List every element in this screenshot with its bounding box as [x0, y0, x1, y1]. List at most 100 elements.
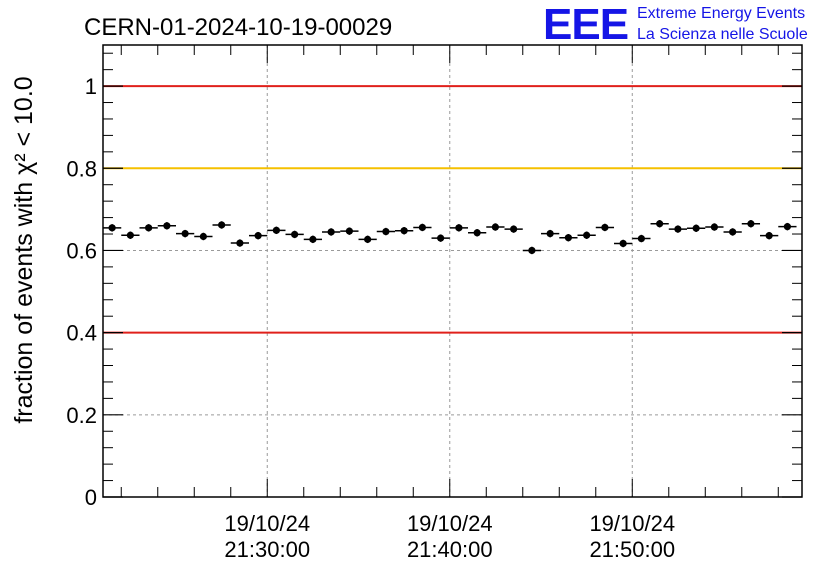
x-tick-label-time: 21:50:00	[589, 537, 675, 562]
point-marker	[510, 225, 518, 233]
data-point	[577, 231, 596, 239]
point-marker	[236, 239, 244, 247]
data-point	[595, 223, 615, 232]
point-marker	[327, 228, 335, 236]
data-point	[449, 224, 469, 232]
point-marker	[108, 224, 116, 232]
data-point	[559, 234, 578, 242]
eee-logo-line2: La Scienza nelle Scuole	[637, 26, 808, 43]
point-marker	[637, 234, 645, 243]
data-point	[340, 227, 359, 235]
y-tick-label: 1	[85, 74, 97, 99]
data-point	[723, 228, 742, 236]
x-tick-labels: 19/10/2421:30:0019/10/2421:40:0019/10/24…	[224, 511, 675, 562]
data-point	[139, 224, 158, 232]
point-marker	[656, 220, 664, 228]
data-point	[413, 223, 432, 232]
point-marker	[163, 222, 171, 230]
plot-frame	[102, 44, 803, 498]
data-point	[249, 231, 268, 240]
data-point	[668, 225, 688, 233]
point-marker	[309, 235, 317, 243]
data-point	[741, 220, 761, 228]
data-point	[103, 224, 122, 232]
point-marker	[564, 234, 572, 242]
point-marker	[674, 225, 682, 233]
chart-title: CERN-01-2024-10-19-00029	[84, 14, 392, 41]
data-point	[376, 227, 396, 236]
point-marker	[765, 232, 773, 240]
point-marker	[291, 230, 299, 239]
y-tick-label: 0	[85, 485, 97, 510]
data-point	[358, 235, 377, 244]
point-marker	[126, 231, 134, 239]
point-marker	[382, 227, 390, 236]
data-point	[522, 246, 542, 255]
point-marker	[145, 224, 153, 232]
x-tick-label-time: 21:40:00	[407, 537, 493, 562]
point-marker	[583, 231, 591, 239]
data-point	[486, 223, 505, 231]
y-tick-label: 0.6	[66, 238, 97, 263]
x-tick-label-date: 19/10/24	[407, 511, 493, 536]
data-point	[541, 229, 560, 238]
point-marker	[783, 223, 791, 231]
point-marker	[199, 232, 207, 241]
x-tick-label-date: 19/10/24	[589, 511, 675, 536]
point-marker	[345, 227, 353, 235]
y-axis-label: fraction of events with χ² < 10.0	[10, 76, 38, 423]
point-marker	[437, 234, 445, 242]
point-marker	[181, 230, 189, 238]
plot-border	[102, 44, 803, 498]
point-marker	[218, 221, 226, 229]
data-point	[303, 235, 323, 244]
data-point	[395, 227, 414, 235]
point-marker	[747, 220, 755, 228]
data-point	[157, 222, 177, 230]
x-tick-label-time: 21:30:00	[224, 537, 310, 562]
data-point	[687, 224, 706, 232]
point-marker	[400, 227, 408, 235]
point-marker	[473, 229, 481, 237]
y-tick-labels: 0 0.2 0.4 0.6 0.8 1	[66, 74, 97, 510]
data-point	[504, 225, 523, 233]
point-marker	[528, 246, 536, 255]
data-point	[267, 226, 286, 235]
point-marker	[491, 223, 499, 231]
data-point	[121, 231, 140, 239]
data-point	[468, 229, 487, 237]
y-tick-label: 0.2	[66, 403, 97, 428]
point-marker	[418, 223, 426, 232]
data-point	[230, 239, 250, 247]
data-point	[778, 222, 797, 231]
axis-ticks	[103, 45, 802, 498]
eee-logo: EEE Extreme Energy Events La Scienza nel…	[543, 0, 808, 49]
point-marker	[272, 226, 280, 234]
data-point	[285, 230, 304, 239]
grid-lines	[103, 45, 802, 497]
point-marker	[729, 228, 737, 236]
data-point	[614, 239, 633, 248]
data-point	[431, 234, 450, 242]
point-marker	[710, 223, 718, 231]
data-point	[176, 229, 195, 238]
point-marker	[619, 239, 627, 248]
eee-logo-letters: EEE	[543, 0, 628, 49]
data-point	[194, 232, 213, 241]
point-marker	[455, 224, 463, 232]
eee-logo-line1: Extreme Energy Events	[637, 5, 805, 22]
point-marker	[254, 232, 262, 240]
data-points	[103, 220, 797, 255]
y-tick-label: 0.4	[66, 321, 97, 346]
data-point	[632, 234, 651, 243]
data-point	[760, 231, 779, 240]
data-point	[705, 223, 724, 231]
reference-lines	[103, 85, 802, 334]
point-marker	[546, 230, 554, 238]
x-tick-label-date: 19/10/24	[224, 511, 310, 536]
point-marker	[364, 235, 372, 243]
point-marker	[692, 224, 700, 232]
y-tick-label: 0.8	[66, 156, 97, 181]
data-point	[212, 221, 231, 229]
